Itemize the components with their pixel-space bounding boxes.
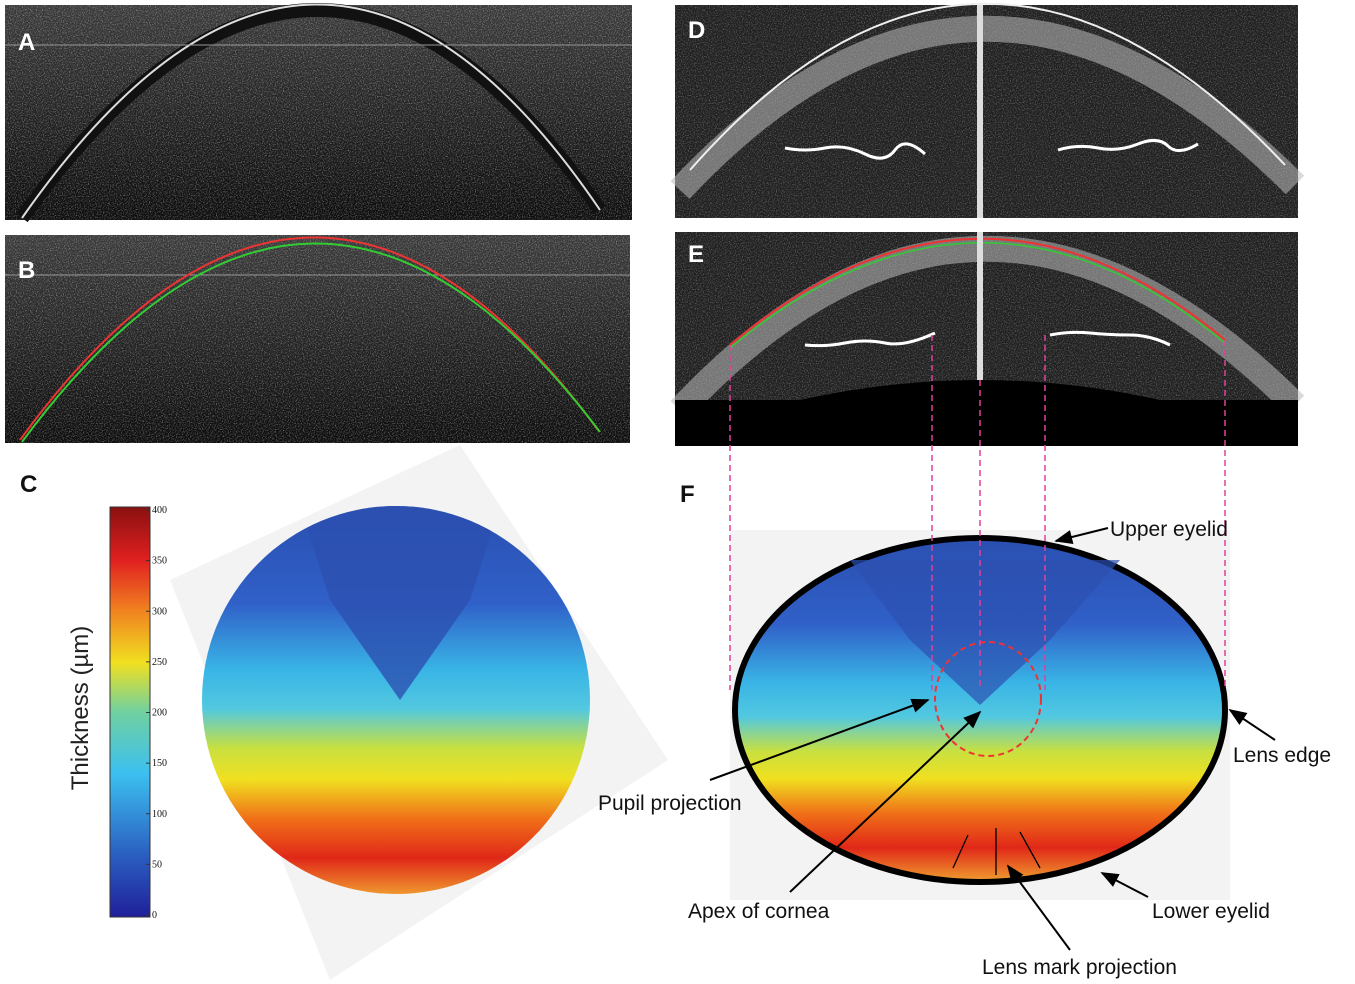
- tick-label: 200: [152, 708, 167, 719]
- panel-label: C: [20, 471, 37, 498]
- panel-c: C 0 50 100 150 200 250 300 350 400 Thickness (µm…: [20, 445, 668, 980]
- figure: A B D E C 0 50 100 150 200 250 300 350 400 Thick…: [0, 0, 1355, 984]
- tick-label: 50: [152, 859, 162, 870]
- annotation: Apex of cornea: [688, 900, 830, 923]
- tick-label: 250: [152, 657, 167, 668]
- panel-label: A: [18, 29, 35, 56]
- panel-d: D: [675, 4, 1298, 218]
- colorbar: [110, 507, 150, 917]
- panel-label: F: [680, 481, 695, 508]
- panel-b: B: [5, 235, 630, 443]
- annotation: Lens edge: [1233, 744, 1331, 767]
- tick-label: 0: [152, 910, 157, 921]
- panel-label: D: [688, 17, 705, 44]
- tick-label: 100: [152, 809, 167, 820]
- panel-a: A: [5, 4, 632, 220]
- tick-label: 400: [152, 505, 167, 516]
- tick-label: 350: [152, 556, 167, 567]
- colorbar-title: Thickness (µm): [67, 626, 94, 791]
- tick-label: 150: [152, 758, 167, 769]
- tick-label: 300: [152, 606, 167, 617]
- panel-e: E: [675, 232, 1298, 446]
- annotation: Pupil projection: [598, 792, 742, 815]
- panel-label: B: [18, 257, 35, 284]
- annotation: Upper eyelid: [1110, 518, 1228, 541]
- annotation: Lower eyelid: [1152, 900, 1270, 923]
- annotation: Lens mark projection: [982, 956, 1177, 979]
- panel-label: E: [688, 241, 704, 268]
